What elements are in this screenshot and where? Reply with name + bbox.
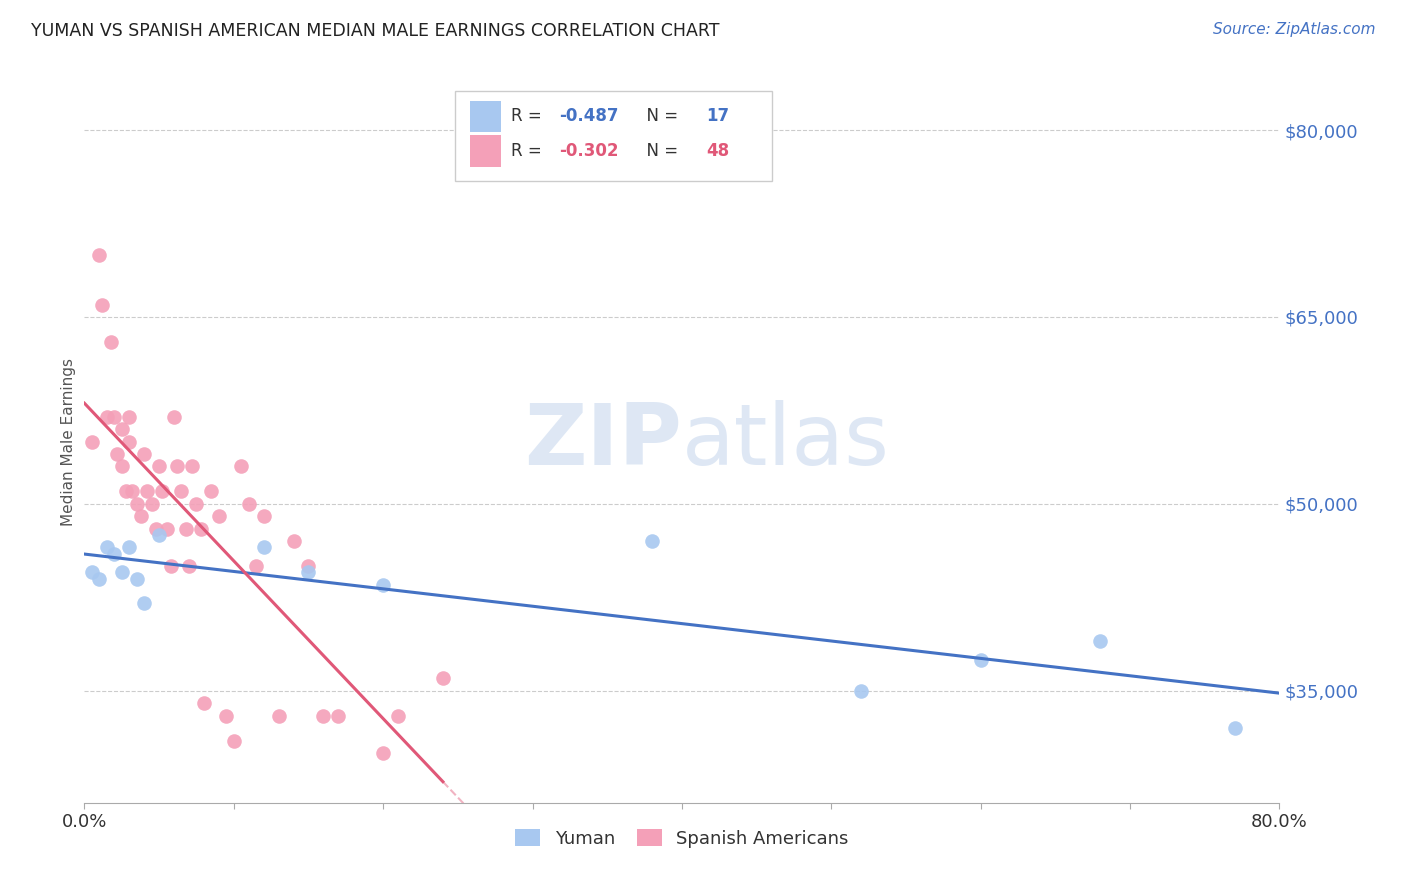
FancyBboxPatch shape: [471, 101, 502, 132]
Point: [283, 534, 305, 549]
Point: [103, 547, 125, 561]
Text: N =: N =: [637, 107, 683, 126]
Point: [186, 497, 208, 511]
Point: [103, 409, 125, 424]
Point: [193, 696, 215, 710]
Point: [432, 671, 454, 685]
Point: [181, 459, 204, 474]
FancyBboxPatch shape: [456, 91, 772, 181]
Point: [96, 409, 118, 424]
Point: [132, 447, 156, 461]
Point: [111, 422, 134, 436]
Legend: Yuman, Spanish Americans: Yuman, Spanish Americans: [508, 822, 856, 855]
Point: [141, 497, 163, 511]
Text: 17: 17: [706, 107, 728, 126]
Text: -0.302: -0.302: [558, 142, 619, 160]
Point: [238, 497, 260, 511]
Point: [96, 541, 118, 555]
Point: [118, 434, 141, 449]
Point: [373, 746, 395, 760]
Text: atlas: atlas: [682, 400, 890, 483]
Point: [1090, 633, 1112, 648]
Point: [125, 572, 148, 586]
Point: [121, 484, 143, 499]
Point: [253, 541, 276, 555]
Text: YUMAN VS SPANISH AMERICAN MEDIAN MALE EARNINGS CORRELATION CHART: YUMAN VS SPANISH AMERICAN MEDIAN MALE EA…: [31, 22, 720, 40]
Point: [89, 572, 111, 586]
Point: [312, 708, 335, 723]
Point: [150, 484, 173, 499]
Point: [177, 559, 200, 574]
Point: [145, 522, 167, 536]
Point: [115, 484, 138, 499]
Point: [1223, 721, 1246, 735]
Point: [166, 459, 188, 474]
Point: [118, 409, 141, 424]
Point: [80, 434, 103, 449]
Point: [297, 559, 319, 574]
Point: [641, 534, 664, 549]
Point: [267, 708, 290, 723]
Point: [170, 484, 193, 499]
Point: [91, 297, 114, 311]
Y-axis label: Median Male Earnings: Median Male Earnings: [60, 358, 76, 525]
Text: R =: R =: [510, 142, 547, 160]
Point: [111, 459, 134, 474]
Point: [222, 733, 245, 747]
Point: [105, 447, 128, 461]
Point: [970, 652, 993, 666]
Point: [253, 509, 276, 524]
Point: [129, 509, 152, 524]
Text: N =: N =: [637, 142, 683, 160]
Point: [215, 708, 238, 723]
Point: [297, 566, 319, 580]
Point: [174, 522, 197, 536]
Point: [80, 566, 103, 580]
Point: [89, 248, 111, 262]
Point: [851, 683, 873, 698]
FancyBboxPatch shape: [471, 136, 502, 167]
Point: [118, 541, 141, 555]
Text: ZIP: ZIP: [524, 400, 682, 483]
Point: [200, 484, 222, 499]
Point: [100, 334, 122, 349]
Point: [387, 708, 409, 723]
Point: [148, 528, 170, 542]
Point: [190, 522, 212, 536]
Point: [148, 459, 170, 474]
Point: [231, 459, 253, 474]
Text: 48: 48: [706, 142, 728, 160]
Point: [155, 522, 177, 536]
Point: [111, 566, 134, 580]
Point: [163, 409, 186, 424]
Point: [125, 497, 148, 511]
Text: Source: ZipAtlas.com: Source: ZipAtlas.com: [1212, 22, 1375, 37]
Point: [132, 597, 156, 611]
Text: -0.487: -0.487: [558, 107, 619, 126]
Point: [136, 484, 159, 499]
Point: [245, 559, 267, 574]
Text: R =: R =: [510, 107, 547, 126]
Point: [373, 578, 395, 592]
Point: [208, 509, 231, 524]
Point: [328, 708, 350, 723]
Point: [160, 559, 183, 574]
